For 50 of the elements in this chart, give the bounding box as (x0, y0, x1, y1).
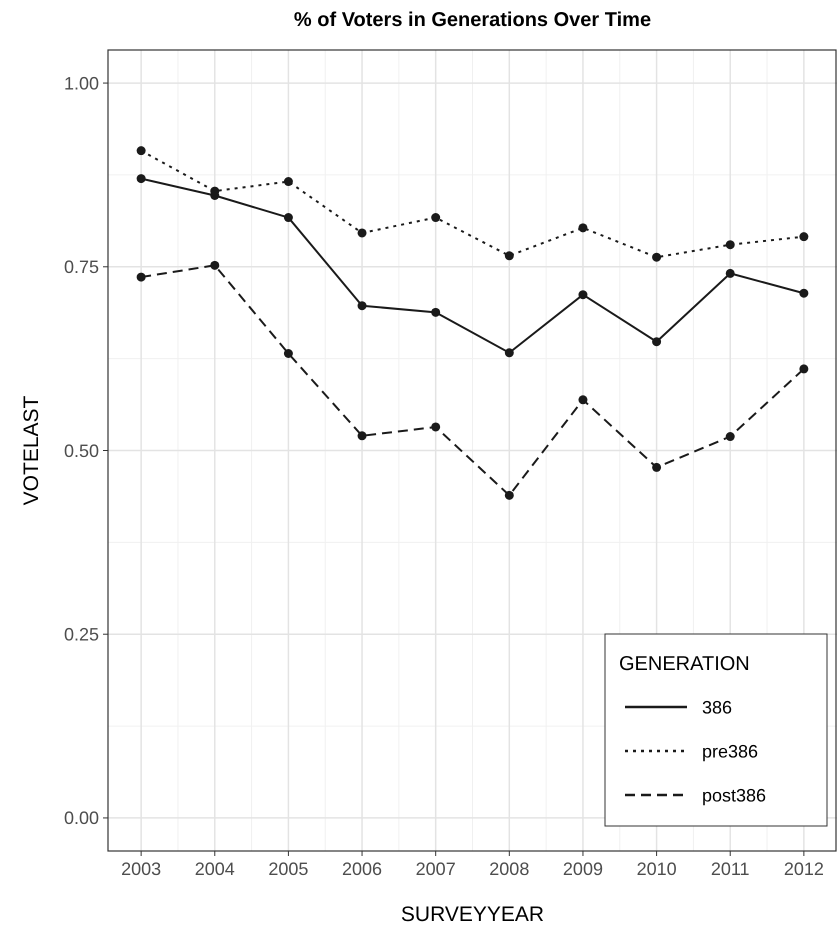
point (358, 228, 367, 238)
x-tick-label: 2005 (268, 859, 308, 879)
point (504, 251, 514, 260)
x-tick-label: 2009 (562, 859, 603, 879)
point (431, 422, 440, 432)
point (358, 431, 367, 440)
y-tick-label: 0.00 (64, 808, 99, 828)
y-tick-label: 0.75 (64, 257, 99, 278)
x-tick-label: 2011 (710, 859, 750, 879)
point (726, 268, 735, 278)
point (136, 174, 146, 184)
x-tick-label: 2007 (416, 859, 456, 879)
point (504, 490, 514, 500)
legend-title: GENERATION (619, 653, 750, 675)
legend-label: post386 (702, 785, 766, 806)
x-axis-title: SURVEYYEAR (400, 903, 544, 926)
point (578, 223, 588, 232)
point (578, 290, 588, 300)
y-tick-label: 1.00 (64, 73, 99, 94)
x-tick-label: 2008 (489, 859, 530, 879)
point (578, 395, 588, 404)
point (284, 177, 293, 186)
point (799, 364, 808, 374)
x-tick-label: 2012 (784, 859, 824, 879)
point (726, 432, 735, 442)
legend-label: pre386 (702, 741, 758, 762)
point (726, 240, 735, 250)
point (431, 213, 440, 222)
point (799, 288, 808, 298)
point (284, 213, 293, 222)
point (358, 301, 367, 310)
y-axis-title: VOTELAST (20, 395, 43, 506)
x-tick-label: 2010 (636, 859, 677, 879)
point (504, 348, 514, 358)
point (284, 349, 293, 358)
point (136, 272, 146, 282)
point (210, 260, 220, 270)
point (652, 462, 662, 472)
chart-title: % of Voters in Generations Over Time (294, 9, 652, 31)
x-tick-label: 2004 (194, 859, 235, 879)
x-tick-label: 2006 (342, 859, 382, 879)
y-tick-label: 0.50 (64, 440, 99, 461)
point (652, 337, 662, 346)
y-tick-label: 0.25 (64, 624, 99, 645)
point (652, 252, 662, 262)
point (799, 232, 808, 242)
point (431, 308, 440, 317)
legend-label: 386 (702, 697, 732, 718)
x-tick-label: 2003 (121, 859, 162, 879)
point (136, 146, 146, 156)
